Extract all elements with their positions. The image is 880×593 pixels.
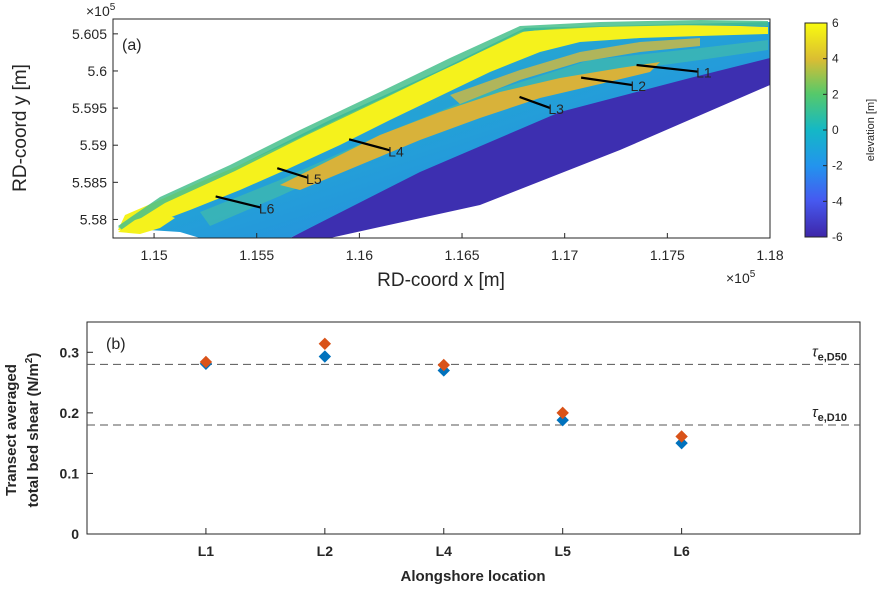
y-exponent-power: 5 bbox=[110, 2, 116, 13]
panel-b-y-axis-label-line1: Transect averaged bbox=[3, 364, 20, 496]
y-tick-label: 5.6 bbox=[88, 63, 108, 79]
x-tick-label: L6 bbox=[673, 543, 690, 559]
panel-b-y-axis-label-line2: total bed shear (N/m2) bbox=[24, 353, 42, 508]
y-tick-label: 5.605 bbox=[72, 26, 107, 42]
data-point-orange bbox=[437, 358, 450, 372]
threshold-symbol: τ bbox=[812, 343, 819, 360]
deep-water-region bbox=[200, 55, 770, 238]
panel-b-y-ticks: 0 0.1 0.2 0.3 bbox=[60, 344, 93, 542]
x-tick-label: 1.175 bbox=[650, 247, 685, 263]
colorbar-tick-label: -4 bbox=[832, 194, 843, 208]
y-label-base: total bed shear (N/m bbox=[25, 363, 42, 507]
y-label-close: ) bbox=[25, 353, 42, 358]
transect-line bbox=[580, 76, 633, 87]
x-tick-label: 1.155 bbox=[239, 247, 274, 263]
y-tick-label: 0 bbox=[71, 526, 79, 542]
data-point-orange bbox=[675, 430, 688, 443]
intertidal-bars-region bbox=[280, 62, 660, 190]
x-tick-label: 1.18 bbox=[756, 247, 783, 263]
y-exponent-multiplier: ×10 bbox=[86, 3, 110, 19]
transect-line bbox=[276, 167, 309, 179]
panel-a-y-axis-label: RD-coord y [m] bbox=[10, 64, 31, 192]
transect-label: L5 bbox=[306, 171, 322, 187]
y-tick-label: 5.58 bbox=[80, 211, 107, 227]
colorbar-tick-label: 0 bbox=[832, 123, 839, 137]
x-tick-label: 1.15 bbox=[140, 247, 167, 263]
x-tick-label: 1.16 bbox=[346, 247, 373, 263]
colorbar-label: elevation [m] bbox=[865, 99, 877, 161]
transect-line bbox=[348, 138, 391, 152]
y-tick-label: 0.2 bbox=[60, 405, 80, 421]
colorbar-tick-label: 6 bbox=[832, 16, 839, 30]
x-tick-label: 1.165 bbox=[445, 247, 480, 263]
marker-layer bbox=[199, 337, 688, 450]
transect-layer: L1 L2 L3 L4 L5 L6 bbox=[215, 63, 712, 217]
data-point-orange bbox=[199, 355, 213, 369]
panel-a-axes-frame bbox=[112, 18, 771, 239]
data-point-orange bbox=[318, 337, 332, 351]
panel-a-y-exponent: ×105 bbox=[86, 2, 116, 19]
panel-a-y-ticks: 5.58 5.585 5.59 5.595 5.6 5.605 bbox=[72, 26, 118, 227]
data-point-orange bbox=[556, 406, 569, 420]
colorbar-tick-label: -2 bbox=[832, 159, 843, 173]
colorbar-tick-label: 2 bbox=[832, 87, 839, 101]
y-tick-label: 5.585 bbox=[72, 174, 107, 190]
x-tick-label: L5 bbox=[555, 543, 572, 559]
threshold-subscript: e,D10 bbox=[818, 412, 847, 424]
x-tick-label: L4 bbox=[436, 543, 453, 559]
data-point-blue bbox=[318, 350, 332, 363]
panel-a-x-axis-label: RD-coord x [m] bbox=[377, 270, 505, 291]
y-tick-label: 0.3 bbox=[60, 344, 80, 360]
transect-line bbox=[636, 63, 699, 73]
dune-region bbox=[118, 25, 768, 232]
y-tick-label: 5.595 bbox=[72, 100, 107, 116]
colorbar-tick-label: 4 bbox=[832, 52, 839, 66]
y-tick-label: 0.1 bbox=[60, 465, 80, 481]
colorbar-ticks: 6 4 2 0 -2 -4 -6 bbox=[823, 16, 843, 244]
threshold-label: τe,D50 bbox=[812, 343, 847, 363]
transect-label: L4 bbox=[388, 143, 404, 159]
y-label-superscript: 2 bbox=[24, 357, 35, 363]
upper-shore-edge bbox=[118, 20, 768, 230]
upper-bar-region bbox=[450, 38, 700, 104]
panel-b-label: (b) bbox=[106, 336, 126, 353]
data-point-blue bbox=[675, 436, 688, 450]
x-tick-label: L2 bbox=[317, 543, 334, 559]
x-tick-label: L1 bbox=[198, 543, 215, 559]
transect-line bbox=[519, 95, 551, 110]
transect-label: L3 bbox=[548, 101, 564, 117]
panel-a-x-ticks: 1.15 1.155 1.16 1.165 1.17 1.175 1.18 bbox=[140, 233, 784, 263]
threshold-label: τe,D10 bbox=[812, 404, 847, 424]
panel-b-axes-frame bbox=[86, 321, 861, 535]
elevation-map: L1 L2 L3 L4 L5 L6 bbox=[118, 20, 770, 238]
colorbar-tick-label: -6 bbox=[832, 230, 843, 244]
y-tick-label: 5.59 bbox=[80, 137, 107, 153]
transect-line bbox=[215, 195, 262, 209]
panel-a-x-exponent: ×105 bbox=[726, 269, 756, 286]
panel-b-x-axis-label: Alongshore location bbox=[400, 568, 545, 585]
transect-label: L2 bbox=[630, 78, 646, 94]
transect-label: L6 bbox=[259, 201, 275, 217]
panel-a: L1 L2 L3 L4 L5 L6 1.15 1.155 1.16 1.165 1.17 1.175… bbox=[10, 2, 877, 291]
transect-label: L1 bbox=[696, 65, 712, 81]
x-exponent-power: 5 bbox=[750, 269, 756, 280]
data-point-blue bbox=[556, 413, 569, 427]
panel-a-label: (a) bbox=[122, 37, 142, 54]
threshold-symbol: τ bbox=[812, 404, 819, 421]
threshold-subscript: e,D50 bbox=[818, 351, 847, 363]
panel-b-x-ticks: L1 L2 L4 L5 L6 bbox=[198, 528, 690, 559]
x-exponent-multiplier: ×10 bbox=[726, 270, 750, 286]
x-tick-label: 1.17 bbox=[551, 247, 578, 263]
west-lobe-region bbox=[118, 212, 175, 234]
